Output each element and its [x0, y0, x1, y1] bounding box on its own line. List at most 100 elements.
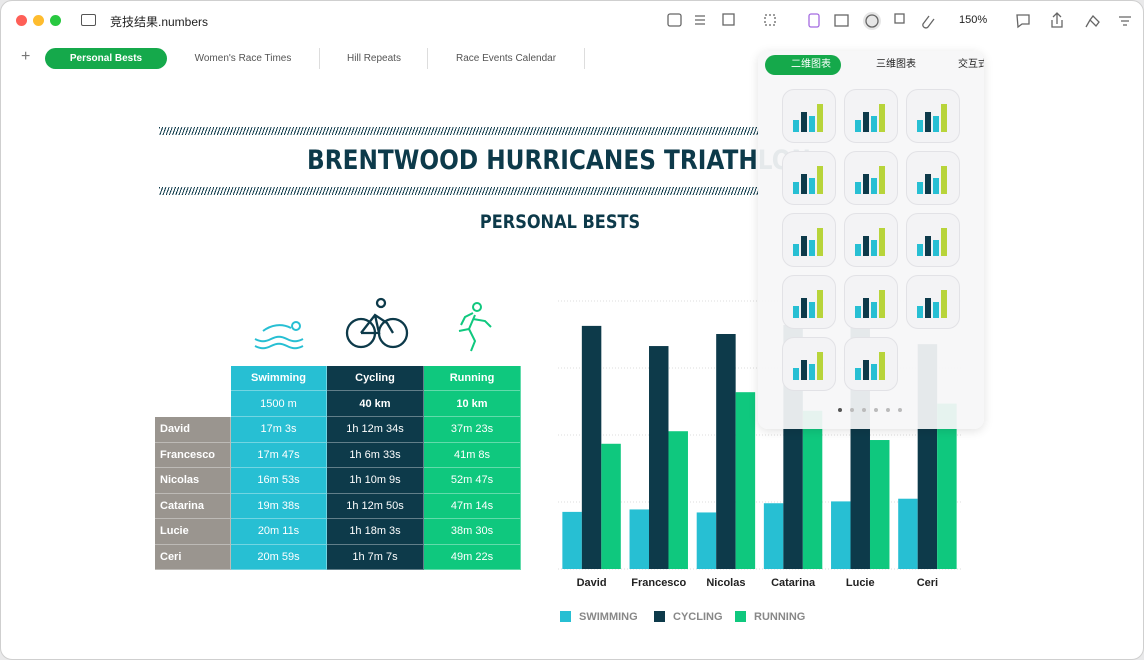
bar: [581, 325, 602, 569]
table-cell: 1h 10m 9s: [327, 468, 424, 494]
column-header: Swimming: [231, 366, 327, 391]
legend-label: RUNNING: [754, 611, 805, 623]
column-distance: 40 km: [327, 391, 424, 417]
minimize-button[interactable]: [33, 15, 44, 26]
document-title: 竞技结果.numbers: [110, 15, 209, 29]
bar: [802, 410, 823, 569]
shape-button[interactable]: [894, 13, 905, 24]
bike-icon: [345, 297, 409, 349]
page-dot: [886, 408, 890, 412]
column-header: Running: [424, 366, 521, 391]
bar: [898, 498, 918, 569]
bar: [601, 443, 621, 569]
table-cell: 20m 11s: [231, 519, 327, 545]
zoom-menu[interactable]: 150%: [959, 14, 988, 26]
chart-type-option[interactable]: [906, 89, 960, 143]
table-cell: 49m 22s: [424, 544, 521, 570]
row-header: Ceri: [155, 544, 231, 570]
format-button[interactable]: [1085, 15, 1100, 28]
chart-type-option[interactable]: [906, 275, 960, 329]
page-dot: [874, 408, 878, 412]
zoom-button[interactable]: [50, 15, 61, 26]
column-header: Cycling: [327, 366, 424, 391]
table-button[interactable]: [834, 14, 849, 27]
sheet-tab[interactable]: Race Events Calendar: [427, 48, 585, 69]
bar: [735, 392, 756, 569]
decor-stripe: [159, 187, 759, 195]
organize-button[interactable]: [1119, 16, 1131, 26]
table-cell: 17m 47s: [231, 442, 327, 468]
panel-tab[interactable]: 交互式: [958, 59, 984, 70]
sheet-tab[interactable]: Personal Bests: [45, 48, 167, 69]
table-cell: 1h 6m 33s: [327, 442, 424, 468]
chart-type-option[interactable]: [782, 151, 836, 205]
chart-type-option[interactable]: [906, 213, 960, 267]
add-table-button[interactable]: [667, 13, 682, 27]
chart-type-option[interactable]: [782, 337, 836, 391]
legend-label: SWIMMING: [579, 611, 638, 623]
comment-button[interactable]: [1016, 14, 1030, 29]
page-dot: [862, 408, 866, 412]
text-button[interactable]: [808, 13, 820, 28]
column-distance: 10 km: [424, 391, 521, 417]
table-cell: 19m 38s: [231, 493, 327, 519]
table-cell: 52m 47s: [424, 468, 521, 494]
legend-label: CYCLING: [673, 611, 723, 623]
bar: [937, 403, 957, 569]
sheet-tab[interactable]: Hill Repeats: [319, 48, 428, 69]
toolbar: [667, 12, 1131, 30]
row-header: David: [155, 417, 231, 443]
page-dot: [838, 408, 842, 412]
table-cell: 17m 3s: [231, 417, 327, 443]
grid-button[interactable]: [764, 14, 776, 26]
table-cell: 20m 59s: [231, 544, 327, 570]
chart-type-option[interactable]: [782, 213, 836, 267]
add-row-button[interactable]: [722, 13, 735, 26]
legend-swatch: [735, 611, 746, 622]
bar: [562, 511, 582, 569]
chart-type-option[interactable]: [844, 337, 898, 391]
bar: [629, 509, 650, 569]
media-button[interactable]: [922, 15, 935, 29]
legend-swatch: [560, 611, 571, 622]
legend-swatch: [654, 611, 665, 622]
row-header: Nicolas: [155, 468, 231, 494]
table-cell: 1h 12m 34s: [327, 417, 424, 443]
panel-tab[interactable]: 三维图表: [876, 59, 916, 70]
column-distance: 1500 m: [231, 391, 327, 417]
swim-icon: [254, 321, 304, 350]
x-tick-label: Nicolas: [706, 577, 745, 589]
chart-type-option[interactable]: [844, 151, 898, 205]
table-cell: 47m 14s: [424, 493, 521, 519]
table-cell: 16m 53s: [231, 468, 327, 494]
sheet-tab[interactable]: Women's Race Times: [194, 53, 292, 64]
table-cell: 37m 23s: [424, 417, 521, 443]
row-header: Catarina: [155, 493, 231, 519]
sport-icons: [254, 297, 492, 352]
sheet-subtitle: PERSONAL BESTS: [479, 211, 641, 233]
x-tick-label: Ceri: [917, 577, 938, 589]
decor-stripe: [159, 127, 759, 135]
bar: [716, 333, 736, 569]
page-dot: [850, 408, 854, 412]
chart-type-option[interactable]: [782, 275, 836, 329]
chart-type-option[interactable]: [844, 89, 898, 143]
x-tick-label: Francesco: [631, 577, 686, 589]
chart-type-option[interactable]: [906, 151, 960, 205]
chart-icon: [865, 14, 879, 28]
sidebar-button[interactable]: [81, 14, 96, 26]
bar: [649, 346, 669, 569]
chart-type-option[interactable]: [782, 89, 836, 143]
page-dot: [898, 408, 902, 412]
table-cell: 1h 12m 50s: [327, 493, 424, 519]
list-button[interactable]: [695, 15, 705, 25]
chart-type-option[interactable]: [844, 275, 898, 329]
close-button[interactable]: [16, 15, 27, 26]
x-tick-label: Lucie: [846, 577, 875, 589]
add-sheet-button[interactable]: +: [21, 48, 31, 65]
x-tick-label: David: [577, 577, 607, 589]
share-button[interactable]: [1051, 12, 1063, 28]
chart-type-option[interactable]: [844, 213, 898, 267]
panel-tab[interactable]: 二维图表: [765, 55, 841, 75]
table-cell: 38m 30s: [424, 519, 521, 545]
